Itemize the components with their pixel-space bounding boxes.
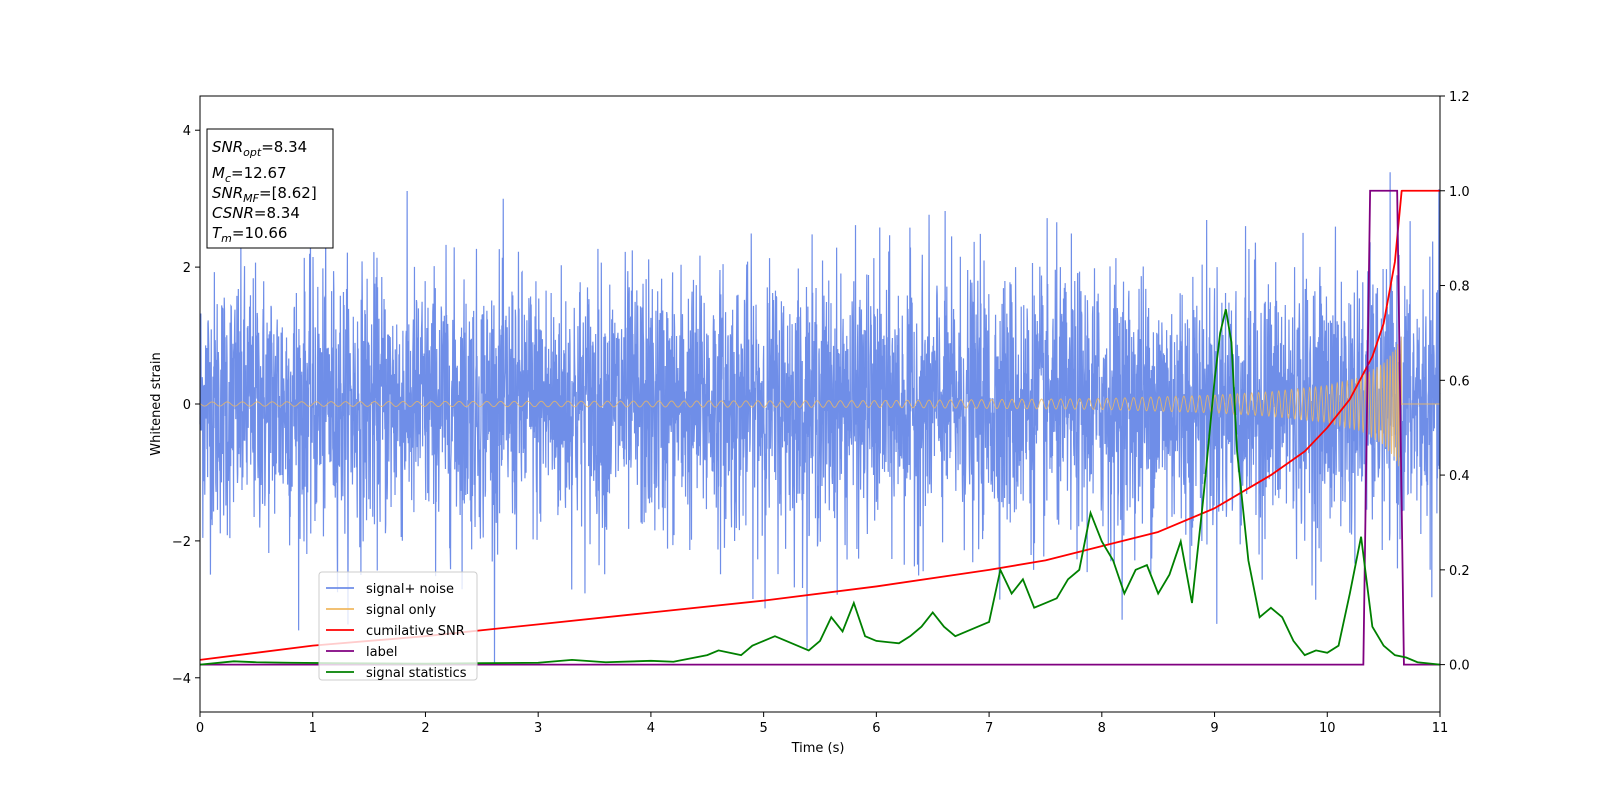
legend-label: signal statistics xyxy=(366,666,467,681)
y2-tick-label: 0.0 xyxy=(1449,659,1470,674)
x-tick-label: 2 xyxy=(421,721,429,736)
info-line: CSNR=8.34 xyxy=(212,204,300,222)
y-axis-label: Whitened strain xyxy=(149,352,164,455)
signal-line xyxy=(199,336,1440,470)
label-line xyxy=(200,189,1440,666)
legend-label: signal+ noise xyxy=(366,582,454,597)
y2-tick-label: 1.2 xyxy=(1449,90,1470,105)
y2-tick-label: 0.6 xyxy=(1449,374,1470,389)
x-tick-label: 7 xyxy=(985,721,993,736)
legend-label: signal only xyxy=(366,603,436,618)
info-line: Tm=10.66 xyxy=(212,224,287,245)
y-tick-label: 0 xyxy=(183,398,191,413)
info-line: SNRMF=[8.62] xyxy=(212,184,317,205)
x-tick-label: 9 xyxy=(1210,721,1218,736)
x-axis: 0 1 2 3 4 5 6 7 8 9 10 11 xyxy=(196,712,1448,736)
x-tick-label: 6 xyxy=(872,721,880,736)
x-tick-label: 8 xyxy=(1098,721,1106,736)
y2-tick-label: 1.0 xyxy=(1449,185,1470,200)
x-axis-label: Time (s) xyxy=(791,741,845,756)
legend-label: label xyxy=(366,645,397,660)
y2-tick-label: 0.4 xyxy=(1449,469,1470,484)
y-tick-label: 2 xyxy=(183,261,191,276)
x-tick-label: 4 xyxy=(647,721,655,736)
x-tick-label: 5 xyxy=(759,721,767,736)
series-signal-only xyxy=(199,336,1440,470)
legend-label: cumilative SNR xyxy=(366,624,465,639)
signal-statistics-line xyxy=(199,309,1441,666)
x-tick-label: 10 xyxy=(1319,721,1336,736)
x-tick-label: 1 xyxy=(309,721,317,736)
y-axis-left: −4 −2 0 2 4 xyxy=(172,124,200,687)
y2-tick-label: 0.2 xyxy=(1449,564,1470,579)
info-box: SNRopt=8.34 Mc=12.67SNRMF=[8.62]CSNR=8.34… xyxy=(206,128,334,249)
noise-line xyxy=(199,172,1441,666)
x-tick-label: 3 xyxy=(534,721,542,736)
info-line: SNRopt=8.34 xyxy=(212,138,307,159)
info-line: Mc=12.67 xyxy=(212,164,287,185)
x-tick-label: 0 xyxy=(196,721,204,736)
y-axis-right: 0.0 0.2 0.4 0.6 0.8 1.0 1.2 xyxy=(1440,90,1470,674)
y-tick-label: −2 xyxy=(172,535,191,550)
y-tick-label: 4 xyxy=(183,124,191,139)
x-tick-label: 11 xyxy=(1432,721,1449,736)
y2-tick-label: 0.8 xyxy=(1449,280,1470,295)
cumulative-snr-line xyxy=(199,189,1440,661)
series-signal-plus-noise xyxy=(199,172,1441,666)
legend: signal+ noise signal only cumilative SNR la… xyxy=(318,571,478,681)
right-axis-series xyxy=(199,189,1441,666)
y-tick-label: −4 xyxy=(172,672,191,687)
